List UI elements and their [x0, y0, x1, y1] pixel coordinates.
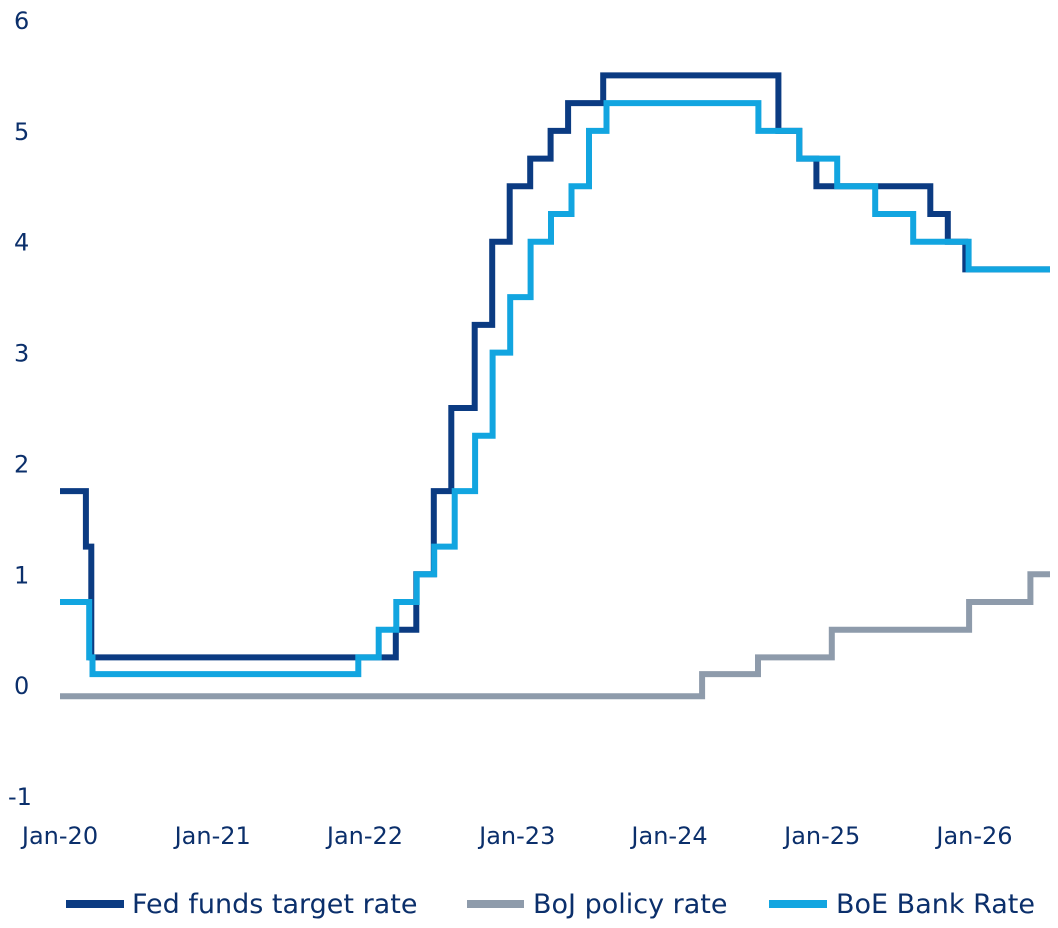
y-tick-label: 1: [14, 561, 29, 589]
x-tick-label: Jan-25: [782, 822, 860, 850]
y-tick-label: 0: [14, 672, 29, 700]
x-tick-label: Jan-24: [629, 822, 707, 850]
legend-label-boj: BoJ policy rate: [533, 889, 728, 920]
x-tick-label: Jan-20: [20, 822, 98, 850]
x-tick-label: Jan-22: [325, 822, 403, 850]
series-line-boe-bank-rate: [60, 100, 1050, 678]
series-line-boj-policy-rate: [60, 571, 1050, 700]
legend-item-boj: BoJ policy rate: [467, 889, 728, 920]
legend-item-boe: BoE Bank Rate: [769, 889, 1035, 920]
y-tick-label: 6: [14, 7, 29, 35]
y-tick-label: 2: [14, 450, 29, 478]
y-tick-label: 5: [14, 118, 29, 146]
x-tick-label: Jan-26: [934, 822, 1012, 850]
y-axis-ticks: 6 5 4 3 2 1 0 -1: [8, 7, 32, 811]
series-line-fed-funds-target-rate: [60, 72, 1050, 661]
y-tick-label: 4: [14, 229, 29, 257]
series-layer: [60, 72, 1050, 700]
legend-label-boe: BoE Bank Rate: [836, 889, 1035, 920]
legend: Fed funds target rate BoJ policy rate Bo…: [66, 889, 1035, 920]
x-tick-label: Jan-21: [173, 822, 251, 850]
legend-label-fed: Fed funds target rate: [132, 889, 417, 920]
y-tick-label: 3: [14, 340, 29, 368]
legend-item-fed: Fed funds target rate: [66, 889, 417, 920]
y-tick-label: -1: [8, 783, 32, 811]
x-tick-label: Jan-23: [477, 822, 555, 850]
x-axis-ticks: Jan-20 Jan-21 Jan-22 Jan-23 Jan-24 Jan-25 Jan-…: [20, 822, 1013, 850]
